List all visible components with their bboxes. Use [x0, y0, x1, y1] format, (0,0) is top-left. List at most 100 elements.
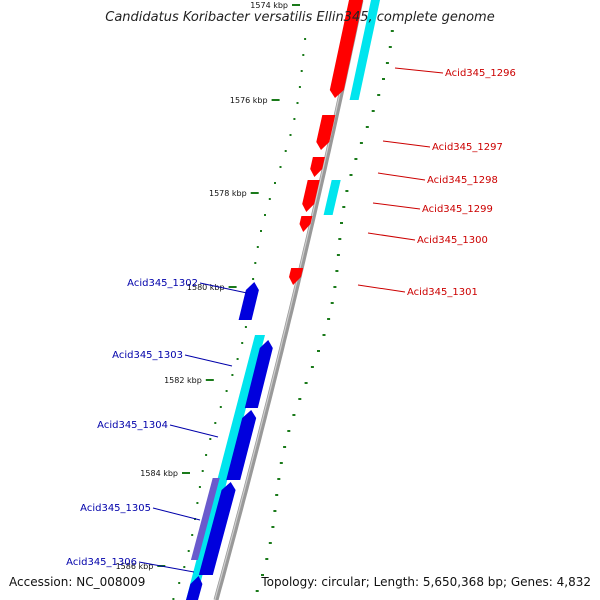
- gc-tick-outer: [365, 126, 369, 128]
- gc-tick-inner: [219, 406, 222, 408]
- forward-gene-label[interactable]: Acid345_1299: [422, 204, 493, 215]
- gc-tick-inner: [209, 438, 212, 440]
- gc-tick-inner: [302, 54, 305, 56]
- gc-tick-inner: [205, 454, 208, 456]
- gc-tick-outer: [340, 222, 343, 224]
- reverse-gene-leader: [152, 507, 201, 521]
- forward-gene-leader: [367, 232, 416, 241]
- reverse-gene-label[interactable]: Acid345_1305: [80, 503, 151, 514]
- gc-tick-inner: [244, 326, 247, 328]
- reverse-gene-arrow[interactable]: [186, 576, 203, 600]
- tick-mark: [250, 192, 259, 194]
- reverse-gene-arrow[interactable]: [244, 340, 273, 408]
- tick-mark: [182, 472, 190, 474]
- forward-gene-label[interactable]: Acid345_1297: [432, 142, 503, 153]
- gc-tick-outer: [283, 446, 287, 448]
- gc-tick-outer: [287, 430, 291, 432]
- orf-band: [349, 0, 380, 100]
- gc-tick-outer: [268, 542, 272, 544]
- gc-tick-inner: [284, 150, 287, 152]
- gene-labels[interactable]: Acid345_1296 Acid345_1297 Acid345_1298 Acid…: [66, 67, 516, 573]
- forward-gene-label[interactable]: Acid345_1301: [407, 287, 478, 298]
- forward-gene-label[interactable]: Acid345_1300: [417, 235, 488, 246]
- gc-tick-inner: [241, 342, 244, 344]
- gc-tick-outer: [298, 398, 302, 400]
- forward-gene-leader: [394, 67, 444, 74]
- gc-tick-outer: [327, 318, 331, 320]
- gc-tick-outer: [385, 62, 389, 64]
- tick-mark: [205, 379, 214, 381]
- gc-tick-inner: [298, 86, 301, 88]
- reverse-gene-label[interactable]: Acid345_1302: [127, 278, 198, 289]
- forward-gene-arrow[interactable]: [316, 115, 336, 150]
- map-title: Candidatus Koribacter versatilis Ellin34…: [105, 10, 495, 25]
- gc-tick-outer: [333, 286, 337, 288]
- gc-tick-inner: [225, 390, 228, 392]
- gc-tick-inner: [214, 422, 217, 424]
- gc-tick-inner: [264, 214, 266, 216]
- gc-tick-inner: [236, 358, 239, 360]
- reverse-gene-arrow[interactable]: [198, 482, 236, 575]
- forward-gene-leader: [357, 284, 406, 293]
- forward-gene-arrow[interactable]: [289, 268, 304, 285]
- gc-tick-outer: [317, 350, 320, 352]
- forward-gene-arrow[interactable]: [310, 157, 325, 177]
- reverse-gene-label[interactable]: Acid345_1303: [112, 350, 183, 361]
- orf-band: [323, 180, 341, 215]
- tick-mark: [292, 4, 300, 6]
- tick-label: 1578 kbp: [209, 189, 247, 198]
- reverse-gene-label[interactable]: Acid345_1306: [66, 557, 137, 568]
- gc-tick-inner: [252, 278, 255, 280]
- reverse-gene-overlap: [190, 478, 220, 560]
- gc-tick-outer: [342, 206, 346, 208]
- tick-label: 1582 kbp: [164, 376, 202, 385]
- gc-tick-inner: [256, 246, 259, 248]
- forward-gene-arrow[interactable]: [329, 0, 363, 98]
- orf-band: [186, 335, 265, 600]
- reverse-gene-label[interactable]: Acid345_1304: [97, 420, 168, 431]
- gc-tick-inner: [296, 102, 299, 104]
- tick-mark: [228, 286, 237, 288]
- forward-gene-label[interactable]: Acid345_1298: [427, 175, 498, 186]
- gc-tick-outer: [359, 142, 363, 144]
- tick-label: 1584 kbp: [140, 469, 178, 478]
- gene-arrows: [186, 0, 363, 600]
- tick-label: 1586 kbp: [116, 562, 154, 571]
- tick-mark: [271, 99, 280, 101]
- gc-tick-outer: [354, 158, 358, 160]
- gc-tick-inner: [198, 486, 201, 488]
- forward-gene-arrow[interactable]: [302, 180, 320, 212]
- forward-gene-arrow[interactable]: [299, 216, 313, 232]
- gc-tick-inner: [187, 550, 190, 552]
- forward-gene-label[interactable]: Acid345_1296: [445, 68, 516, 79]
- gc-tick-inner: [279, 166, 282, 168]
- position-ticks: 1574 kbp 1576 kbp 1578 kbp 1580 kbp 1582 kbp…: [116, 1, 300, 571]
- gc-tick-inner: [178, 582, 181, 584]
- reverse-gene-leader: [199, 282, 248, 294]
- gc-tick-outer: [390, 30, 394, 32]
- gc-tick-outer: [265, 558, 269, 560]
- gc-tick-outer: [377, 94, 381, 96]
- gc-tick-outer: [336, 254, 340, 256]
- gc-tick-inner: [201, 470, 204, 472]
- forward-gene-leader: [372, 202, 421, 210]
- reverse-gene-leader: [138, 561, 195, 573]
- reverse-gene-arrow[interactable]: [226, 410, 257, 480]
- gc-tick-inner: [300, 70, 303, 72]
- gc-tick-inner: [289, 134, 292, 136]
- gc-tick-outer: [292, 414, 296, 416]
- gc-tick-outer: [371, 110, 375, 112]
- reverse-gene-arrow[interactable]: [238, 282, 259, 320]
- gc-tick-inner: [196, 502, 199, 504]
- gc-tick-outer: [330, 302, 334, 304]
- gc-tick-outer: [335, 270, 339, 272]
- forward-gene-leader: [382, 140, 431, 148]
- tick-label: 1580 kbp: [187, 283, 225, 292]
- gc-tick-inner: [293, 118, 296, 120]
- gc-tick-outer: [255, 590, 259, 592]
- gc-tick-inner: [304, 38, 307, 40]
- gc-tick-outer: [382, 78, 385, 80]
- accession-text: Accession: NC_008009: [9, 575, 146, 589]
